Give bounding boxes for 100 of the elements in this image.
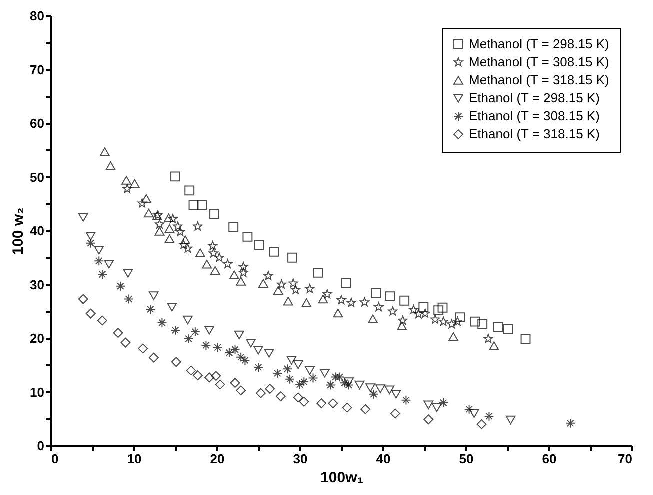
point (204, 326, 214, 335)
legend-label: Methanol (T = 318.15 K) (469, 72, 610, 88)
point (503, 324, 514, 334)
point (236, 386, 246, 396)
point (208, 248, 218, 258)
y-tick-label: 80 (30, 8, 44, 24)
point (238, 268, 248, 278)
point (506, 416, 516, 425)
point (228, 222, 239, 232)
point (86, 308, 96, 319)
point (167, 302, 178, 312)
point (123, 269, 134, 278)
point (182, 316, 193, 325)
x-tick-label: 50 (459, 452, 474, 466)
point (154, 227, 165, 236)
point (223, 259, 233, 268)
point (360, 404, 371, 414)
point (230, 378, 240, 388)
point (176, 227, 186, 236)
point (202, 260, 212, 269)
point (180, 236, 190, 245)
point (447, 320, 457, 329)
point (360, 298, 370, 307)
point (154, 220, 164, 229)
point (283, 297, 294, 306)
point (148, 352, 159, 363)
point (424, 400, 434, 410)
point (254, 240, 264, 250)
point (293, 360, 304, 370)
point (476, 420, 487, 430)
point (164, 214, 174, 222)
point (470, 316, 480, 327)
point (120, 338, 131, 348)
y-tick-label: 50 (30, 170, 44, 185)
point (236, 277, 246, 286)
point (368, 389, 379, 400)
point (478, 320, 488, 330)
point (124, 294, 134, 304)
point (97, 270, 108, 280)
legend-label: Ethanol (T = 308.15 K) (469, 108, 600, 124)
point (371, 288, 382, 298)
point (86, 238, 96, 248)
point (192, 370, 203, 381)
point (390, 408, 400, 419)
point (276, 392, 286, 402)
y-tick-label: 10 (30, 384, 44, 400)
point (334, 372, 345, 382)
point (344, 380, 354, 390)
point (157, 318, 168, 328)
point (376, 384, 386, 394)
y-tick-label: 60 (30, 116, 44, 131)
point (438, 398, 449, 408)
point (171, 357, 182, 368)
x-tick-label: 10 (127, 452, 142, 466)
point (173, 222, 183, 231)
point (398, 316, 408, 325)
point (414, 309, 424, 318)
point (320, 369, 330, 378)
point (397, 322, 408, 331)
point (299, 396, 310, 407)
point (210, 266, 220, 276)
point (236, 352, 246, 362)
point (455, 312, 466, 323)
point (78, 213, 88, 222)
point (354, 380, 365, 390)
point (520, 334, 531, 344)
point (204, 372, 214, 383)
point (184, 186, 195, 196)
point (122, 184, 132, 194)
point (322, 289, 332, 299)
point (195, 248, 206, 258)
point (122, 176, 132, 185)
point (215, 380, 226, 390)
point (295, 380, 305, 390)
point (388, 306, 398, 316)
point (285, 374, 296, 384)
point (170, 172, 180, 182)
point (197, 200, 208, 210)
legend-label: Methanol (T = 308.15 K) (469, 54, 610, 70)
point (201, 340, 212, 350)
point (258, 279, 268, 288)
point (340, 378, 350, 388)
point (566, 418, 576, 428)
legend-label: Methanol (T = 298.15 K) (469, 36, 610, 52)
point (333, 308, 344, 318)
point (342, 278, 352, 288)
point (86, 232, 96, 241)
point (265, 384, 276, 394)
x-tick-label: 0 (52, 452, 59, 466)
point (288, 278, 298, 288)
point (316, 398, 327, 409)
x-tick-label: 20 (210, 452, 225, 466)
point (186, 366, 196, 376)
point (164, 224, 175, 234)
point (276, 280, 286, 289)
point (432, 403, 442, 412)
point (170, 325, 180, 336)
point (328, 398, 338, 409)
x-axis-title: 100w₁ (320, 470, 364, 486)
point (240, 356, 250, 366)
